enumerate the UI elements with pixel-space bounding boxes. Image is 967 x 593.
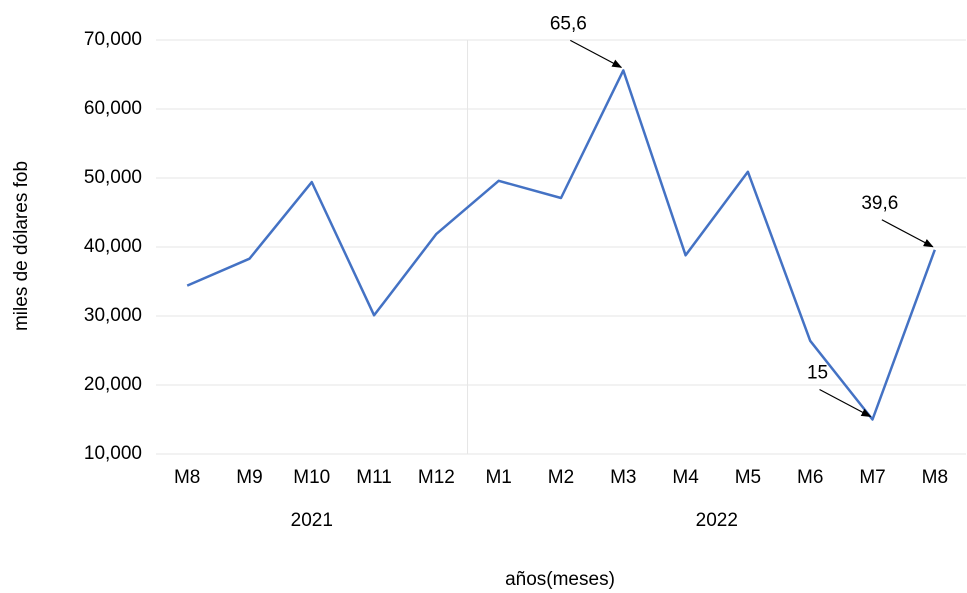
x-tick-label: M12: [418, 467, 455, 488]
x-group-label: 2021: [291, 510, 333, 531]
x-tick-label: M5: [735, 467, 761, 488]
x-tick-label: M10: [293, 467, 330, 488]
x-axis-title: años(meses): [505, 569, 615, 590]
y-tick-label: 60,000: [84, 98, 142, 119]
line-series: [186, 69, 936, 421]
x-tick-label: M8: [174, 467, 200, 488]
x-tick-label: M7: [859, 467, 885, 488]
x-tick-label: M9: [236, 467, 262, 488]
annotation-arrow: [570, 39, 623, 68]
x-tick-label: M2: [548, 467, 574, 488]
annotation-arrow: [819, 388, 872, 418]
data-label: 65,6: [550, 13, 587, 34]
x-tick-label: M4: [672, 467, 699, 488]
y-tick-label: 20,000: [84, 374, 142, 395]
x-tick-label: M6: [797, 467, 823, 488]
y-tick-label: 40,000: [84, 236, 142, 257]
x-tick-label: M3: [610, 467, 636, 488]
data-label: 15: [807, 363, 828, 384]
x-group-label: 2022: [696, 510, 738, 531]
y-axis-title: miles de dólares fob: [11, 161, 32, 331]
y-tick-label: 70,000: [84, 29, 142, 50]
data-label: 39,6: [861, 193, 898, 214]
y-tick-label: 30,000: [84, 305, 142, 326]
x-tick-label: M11: [356, 467, 392, 488]
y-tick-label: 10,000: [84, 443, 142, 464]
y-tick-label: 50,000: [84, 167, 142, 188]
x-tick-label: M1: [485, 467, 511, 488]
x-tick-label: M8: [922, 467, 948, 488]
annotation-arrow: [881, 219, 934, 248]
